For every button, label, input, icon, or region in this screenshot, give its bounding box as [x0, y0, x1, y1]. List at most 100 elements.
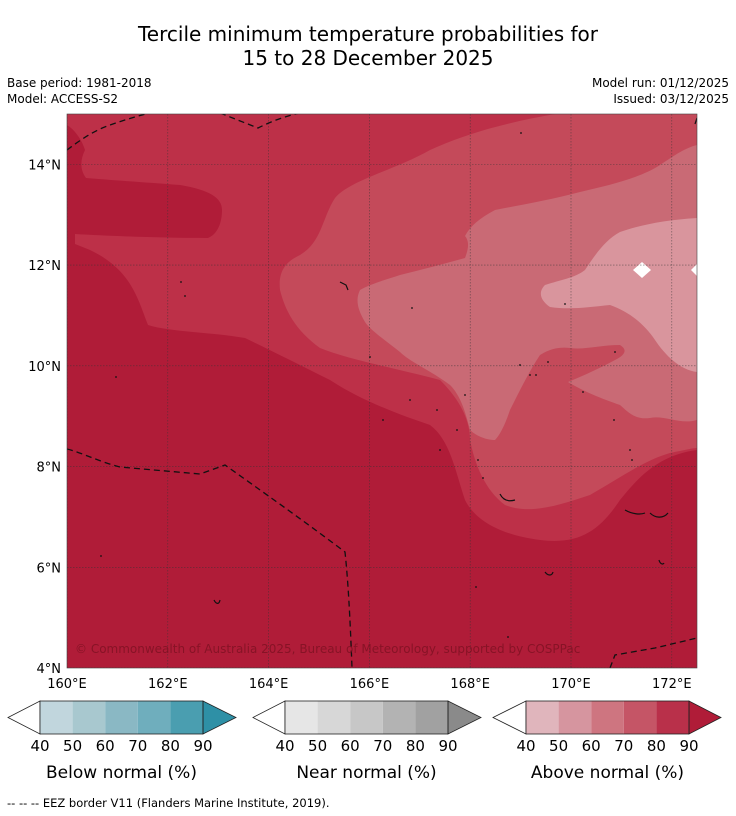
island-outline — [544, 571, 554, 576]
y-tick-label: 4°N — [37, 662, 62, 677]
meta-right: Model run: 01/12/2025 Issued: 03/12/2025 — [592, 75, 729, 107]
colorbar-tick-label: 90 — [679, 737, 698, 755]
colorbar-frame — [39, 700, 204, 735]
copyright-text: © Commonwealth of Australia 2025, Bureau… — [75, 642, 580, 656]
atoll-dot — [115, 376, 117, 378]
axes: 160°E 162°E 164°E 166°E 168°E 170°E 172°E 4°N 6°… — [28, 158, 691, 692]
colorbar-segment — [415, 701, 448, 734]
x-tick-label: 166°E — [350, 677, 390, 692]
x-tick-label: 160°E — [47, 677, 87, 692]
colorbar-tick-label: 60 — [582, 737, 601, 755]
colorbar-extend-high — [688, 700, 722, 735]
colorbar-segment — [656, 701, 689, 734]
x-tick-label: 168°E — [450, 677, 490, 692]
colorbar-segment — [170, 701, 203, 734]
colorbar-segment — [558, 701, 592, 734]
y-tick-label: 12°N — [28, 259, 61, 274]
colorbar-frame — [284, 700, 449, 735]
atoll-dot — [482, 477, 484, 479]
atoll-dot — [409, 399, 411, 401]
atoll-dot — [369, 356, 371, 358]
colorbar-tick-label: 80 — [406, 737, 425, 755]
colorbar-tick-label: 40 — [275, 737, 294, 755]
colorbar-tick-label: 40 — [516, 737, 535, 755]
map-frame — [66, 113, 698, 669]
atoll-dot — [629, 449, 631, 451]
island-outline — [213, 599, 221, 604]
contour-40-spot-2 — [691, 264, 697, 276]
eez-footnote: -- -- -- EEZ border V11 (Flanders Marine… — [7, 796, 330, 810]
atoll-dot — [520, 132, 522, 134]
atoll-dot — [464, 394, 466, 396]
island-outline — [694, 117, 697, 125]
colorbar-segment — [72, 701, 106, 734]
colorbar-tick-label: 60 — [341, 737, 360, 755]
base-period: Base period: 1981-2018 — [7, 76, 152, 90]
chart-title: Tercile minimum temperature probabilitie… — [0, 22, 736, 70]
islands — [213, 117, 697, 604]
atoll-dot — [456, 429, 458, 431]
contour-40-spot-1 — [633, 262, 651, 278]
colorbar-label-below: Below normal (%) — [46, 763, 197, 783]
atoll-dot — [180, 281, 182, 283]
colorbar-tick-label: 70 — [614, 737, 633, 755]
colorbars: 40 50 60 70 80 90 Below normal (%) 40 50 60 70 80 90… — [7, 700, 722, 783]
colorbar-tick-label: 50 — [549, 737, 568, 755]
model-name: Model: ACCESS-S2 — [7, 92, 119, 106]
island-outline — [658, 559, 665, 565]
colorbar-extend-low — [492, 700, 527, 735]
colorbar-segment — [40, 701, 73, 734]
x-tick-label: 162°E — [148, 677, 188, 692]
title-line-1: Tercile minimum temperature probabilitie… — [137, 22, 599, 46]
atoll-dot — [411, 307, 413, 309]
colorbar-segment — [623, 701, 657, 734]
atoll-dot — [382, 419, 384, 421]
colorbar-extend-low — [7, 700, 41, 735]
colorbar-extend-high — [447, 700, 482, 735]
colorbar-frame — [525, 700, 690, 735]
y-tick-label: 14°N — [28, 158, 61, 173]
contour-60 — [357, 145, 697, 440]
atoll-dot — [184, 295, 186, 297]
atoll-dot — [613, 419, 615, 421]
atoll-dot — [477, 459, 479, 461]
colorbar-tick-label: 70 — [373, 737, 392, 755]
island-outline — [339, 281, 349, 291]
atoll-dot — [475, 586, 477, 588]
island-outline — [624, 509, 669, 518]
colorbar-segment — [317, 701, 351, 734]
colorbar-segment — [382, 701, 416, 734]
contour-50 — [540, 218, 697, 372]
model-run: Model run: 01/12/2025 — [591, 76, 729, 90]
atoll-dot — [519, 364, 521, 366]
x-tick-label: 170°E — [551, 677, 591, 692]
y-tick-label: 8°N — [37, 461, 62, 476]
title-line-2: 15 to 28 December 2025 — [242, 46, 494, 70]
colorbar-tick-label: 90 — [193, 737, 212, 755]
atoll-dot — [439, 449, 441, 451]
colorbar-tick-label: 40 — [30, 737, 49, 755]
atoll-dot — [631, 459, 633, 461]
atoll-dot — [507, 636, 509, 638]
colorbar-segment — [350, 701, 383, 734]
atoll-dot — [582, 391, 584, 393]
atoll-dot — [100, 555, 102, 557]
colorbar-tick-label: 70 — [128, 737, 147, 755]
eez-border-southeast — [609, 637, 697, 668]
atoll-dot — [436, 409, 438, 411]
atoll-dot — [547, 361, 549, 363]
colorbar-extend-high — [202, 700, 237, 735]
island-outline — [499, 493, 516, 502]
colorbar-tick-label: 90 — [438, 737, 457, 755]
atoll-dots — [100, 132, 633, 638]
colorbar-tick-label: 50 — [308, 737, 327, 755]
grid-lines — [67, 114, 697, 668]
atoll-dot — [535, 374, 537, 376]
colorbar-tick-label: 80 — [161, 737, 180, 755]
y-tick-label: 10°N — [28, 360, 61, 375]
x-tick-label: 164°E — [249, 677, 289, 692]
atoll-dot — [529, 374, 531, 376]
colorbar-segment — [137, 701, 171, 734]
atoll-dot — [614, 351, 616, 353]
